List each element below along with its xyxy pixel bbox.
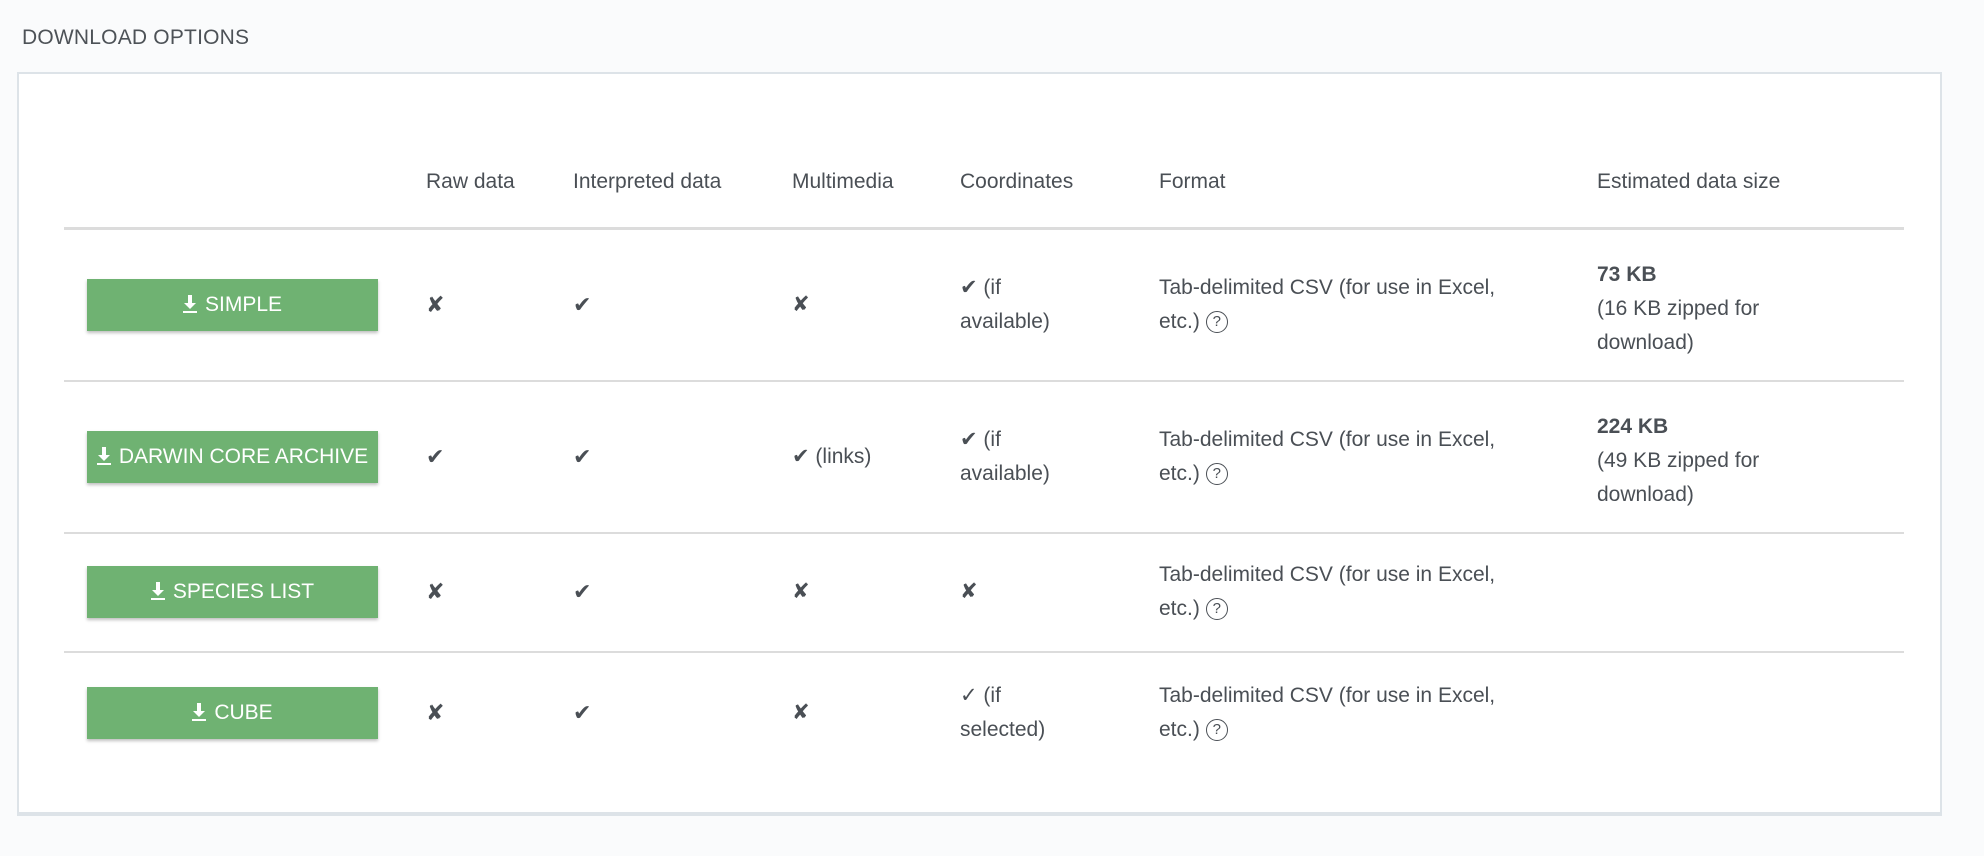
coordinates-text: ✘ xyxy=(960,580,978,603)
multimedia-cell: ✘ xyxy=(792,532,960,653)
format-cell: Tab-delimited CSV (for use in Excel, etc… xyxy=(1159,532,1597,653)
download-icon xyxy=(192,703,207,721)
size-cell xyxy=(1597,532,1904,653)
table-row: DARWIN CORE ARCHIVE ✔ ✔ ✔ (links) ✔ (if avai… xyxy=(64,380,1904,534)
format-text: Tab-delimited CSV (for use in Excel, etc… xyxy=(1159,427,1496,485)
download-icon xyxy=(150,582,165,600)
download-cell: DARWIN CORE ARCHIVE xyxy=(64,380,426,534)
raw-data-cell: ✘ xyxy=(426,532,573,653)
download-options-panel: Raw data Interpreted data Multimedia Coo… xyxy=(17,72,1942,816)
question-circle-icon[interactable]: ? xyxy=(1205,462,1228,485)
coordinates-cell: ✔ (if available) xyxy=(960,380,1159,534)
download-simple-button[interactable]: SIMPLE xyxy=(87,278,378,331)
size-cell: 224 KB (49 KB zipped for download) xyxy=(1597,380,1904,534)
download-darwin-core-archive-button[interactable]: DARWIN CORE ARCHIVE xyxy=(87,430,378,483)
format-cell: Tab-delimited CSV (for use in Excel, etc… xyxy=(1159,380,1597,534)
question-circle-icon[interactable]: ? xyxy=(1205,598,1228,621)
coordinates-text: ✔ (if available) xyxy=(960,275,1050,333)
column-header xyxy=(64,74,426,230)
column-header-interpreted-data: Interpreted data xyxy=(573,74,792,230)
question-circle-icon[interactable]: ? xyxy=(1205,719,1228,742)
download-cube-button[interactable]: CUBE xyxy=(87,687,378,739)
multimedia-cell: ✘ xyxy=(792,701,810,724)
table-row: CUBE ✘ ✔ ✘ ✓ (if selected) Tab-delimited CSV … xyxy=(64,652,1904,774)
download-cell: SPECIES LIST xyxy=(64,532,426,653)
column-header-estimated-size: Estimated data size xyxy=(1597,74,1904,230)
coordinates-cell: ✓ (if selected) xyxy=(960,652,1159,774)
interpreted-data-cell: ✔ xyxy=(573,532,792,653)
download-icon xyxy=(182,294,197,313)
button-label: DARWIN CORE ARCHIVE xyxy=(118,444,369,468)
coordinates-text: ✓ (if selected) xyxy=(960,684,1046,741)
zipped-size-note: (16 KB zipped for download) xyxy=(1597,297,1760,354)
coordinates-cell: ✔ (if available) xyxy=(960,228,1159,382)
question-circle-icon[interactable]: ? xyxy=(1205,311,1228,334)
table-row: SPECIES LIST ✘ ✔ ✘ ✘ Tab-delimited CSV (for u… xyxy=(64,532,1904,653)
download-cell: SIMPLE xyxy=(64,228,426,382)
size-cell xyxy=(1597,652,1904,774)
multimedia-cell: ✔ (links) xyxy=(792,380,960,534)
raw-data-cell: ✔ xyxy=(426,380,573,534)
estimated-size: 73 KB xyxy=(1597,263,1657,286)
button-label: CUBE xyxy=(214,701,273,724)
interpreted-data-cell: ✔ xyxy=(573,228,792,382)
interpreted-data-cell: ✔ xyxy=(573,380,792,534)
table-header-row: Raw data Interpreted data Multimedia Coo… xyxy=(64,74,1904,230)
multimedia-cell: ✘ xyxy=(792,228,960,382)
download-options-table: Raw data Interpreted data Multimedia Coo… xyxy=(64,74,1904,774)
estimated-size: 224 KB xyxy=(1597,414,1669,438)
download-icon xyxy=(96,446,111,465)
format-text: Tab-delimited CSV (for use in Excel, etc… xyxy=(1159,684,1496,741)
button-label: SPECIES LIST xyxy=(172,580,315,603)
format-cell: Tab-delimited CSV (for use in Excel, etc… xyxy=(1159,228,1597,382)
format-cell: Tab-delimited CSV (for use in Excel, etc… xyxy=(1159,652,1597,774)
download-species-list-button[interactable]: SPECIES LIST xyxy=(87,566,378,618)
table-row: SIMPLE ✘ ✔ ✘ ✔ (if available) Tab-delimited C… xyxy=(64,228,1904,382)
size-cell: 73 KB (16 KB zipped for download) xyxy=(1597,228,1904,382)
raw-data-cell: ✘ xyxy=(426,228,573,382)
section-title: DOWNLOAD OPTIONS xyxy=(22,26,250,49)
coordinates-cell: ✘ xyxy=(960,532,1159,653)
format-text: Tab-delimited CSV (for use in Excel, etc… xyxy=(1159,275,1496,333)
column-header-multimedia: Multimedia xyxy=(792,74,960,230)
column-header-format: Format xyxy=(1159,74,1597,230)
interpreted-data-cell: ✔ xyxy=(573,700,592,725)
button-label: SIMPLE xyxy=(204,292,283,316)
raw-data-cell: ✘ xyxy=(426,700,445,725)
coordinates-text: ✔ (if available) xyxy=(960,427,1050,485)
zipped-size-note: (49 KB zipped for download) xyxy=(1597,448,1760,506)
column-header-coordinates: Coordinates xyxy=(960,74,1159,230)
download-cell: CUBE xyxy=(64,652,426,774)
format-text: Tab-delimited CSV (for use in Excel, etc… xyxy=(1159,563,1496,620)
column-header-raw-data: Raw data xyxy=(426,74,573,230)
